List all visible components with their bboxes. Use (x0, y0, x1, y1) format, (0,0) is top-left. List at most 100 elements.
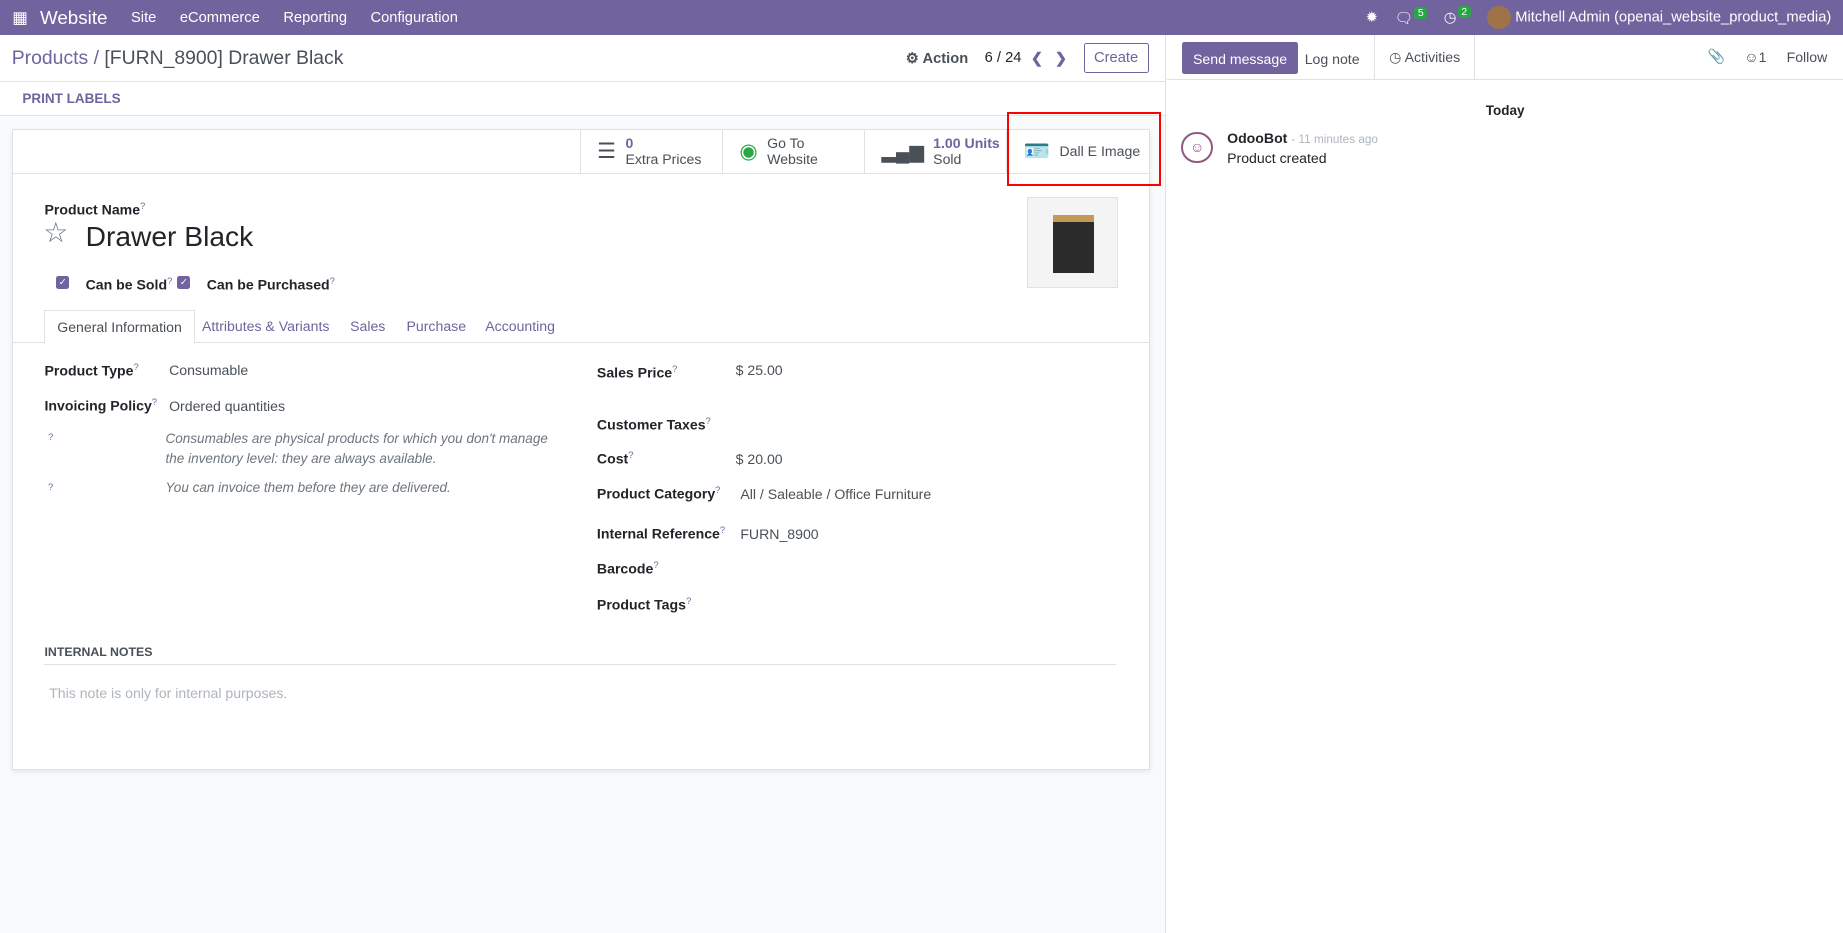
user-icon: ☺ (1744, 49, 1759, 66)
clock-icon: ◷ (1389, 49, 1402, 66)
date-separator: Today (1167, 102, 1843, 119)
go-to-label: Go To (767, 135, 805, 152)
breadcrumb: Products / [FURN_8900] Drawer Black (11, 47, 344, 69)
internal-notes-field[interactable]: This note is only for internal purposes. (49, 685, 288, 702)
internal-notes-heading: INTERNAL NOTES (44, 645, 1117, 665)
message-author: OdooBot (1227, 130, 1288, 147)
invoicing-policy-label: Invoicing Policy? (44, 395, 158, 414)
debug-bug-icon[interactable]: ✹ (1365, 10, 1379, 27)
can-be-sold-checkbox[interactable]: ✓ (56, 276, 70, 289)
invoicing-policy-field[interactable]: Ordered quantities (169, 398, 286, 415)
avatar (1487, 5, 1511, 30)
action-label: Action (922, 50, 969, 67)
cost-field[interactable]: $ 20.00 (735, 451, 783, 468)
form-view: Products / [FURN_8900] Drawer Black ⚙ Ac… (0, 35, 1166, 933)
internal-reference-field[interactable]: FURN_8900 (740, 526, 819, 543)
dall-e-highlight-box (1007, 111, 1162, 186)
product-type-field[interactable]: Consumable (169, 361, 249, 378)
can-be-sold-label: Can be Sold? (85, 274, 173, 293)
invoicing-hint: You can invoice them before they are del… (165, 480, 451, 496)
notebook-tabs: General Information Attributes & Variant… (12, 308, 1149, 345)
dall-e-image-label: Dall E Image (1059, 142, 1141, 159)
list-icon: ☰ (597, 139, 617, 163)
chatter: Send message Log note ◷ Activities 📎 ☺1 … (1167, 35, 1843, 933)
tab-general-information[interactable]: General Information (44, 310, 195, 345)
product-image[interactable] (1027, 197, 1118, 288)
message: OdooBot - 11 minutes ago (1227, 130, 1378, 146)
form-sheet: ☰ 0 Extra Prices ◉ Go To Website ▂▄▆ 1.00 Uni… (11, 129, 1150, 770)
units-sold-button[interactable]: ▂▄▆ 1.00 Units Sold (864, 130, 1006, 173)
user-menu[interactable]: Mitchell Admin (openai_website_product_m… (1487, 5, 1832, 30)
follow-button[interactable]: Follow (1786, 49, 1828, 66)
top-navbar: ▦ Website Site eCommerce Reporting Confi… (0, 0, 1843, 36)
gear-icon: ⚙ (905, 50, 919, 67)
menu-site[interactable]: Site (131, 9, 157, 26)
customer-taxes-label: Customer Taxes? (596, 414, 711, 433)
tab-accounting[interactable]: Accounting (485, 318, 555, 335)
pager-prev-icon[interactable]: ❮ (1030, 50, 1044, 67)
chat-icon: 🗨 (1394, 10, 1414, 27)
activities-badge: 2 (1457, 6, 1471, 19)
pager-value[interactable]: 6 / 24 (984, 50, 1022, 67)
breadcrumb-products[interactable]: Products (11, 47, 89, 69)
paperclip-icon[interactable]: 📎 (1707, 48, 1726, 65)
tab-sales[interactable]: Sales (350, 318, 386, 335)
status-bar: PRINT LABELS (0, 81, 1165, 116)
hint-help-icon: ? (48, 431, 54, 443)
message-body: Product created (1227, 150, 1327, 167)
extra-prices-label: Extra Prices (625, 150, 702, 167)
can-be-purchased-label: Can be Purchased? (206, 274, 335, 293)
log-note-button[interactable]: Log note (1304, 50, 1360, 67)
product-name-field[interactable]: Drawer Black (85, 219, 254, 252)
tab-purchase[interactable]: Purchase (406, 318, 467, 335)
product-category-label: Product Category? (596, 484, 721, 502)
favorite-star-icon[interactable]: ☆ (43, 216, 69, 249)
pager-next-icon[interactable]: ❯ (1054, 50, 1068, 67)
dall-e-image-button[interactable]: 🪪 Dall E Image (1006, 130, 1148, 173)
product-category-field[interactable]: All / Saleable / Office Furniture (740, 486, 932, 503)
create-button[interactable]: Create (1083, 43, 1149, 74)
message-time: - 11 minutes ago (1291, 133, 1378, 147)
odoobot-avatar: ☺ (1181, 131, 1213, 164)
activities-button[interactable]: ◷ 2 (1443, 6, 1471, 27)
website-label: Website (767, 150, 818, 167)
app-brand[interactable]: Website (39, 6, 108, 28)
followers-count: 1 (1758, 49, 1767, 66)
breadcrumb-current: [FURN_8900] Drawer Black (104, 47, 344, 69)
id-card-icon: 🪪 (1023, 139, 1051, 163)
sales-price-label: Sales Price? (596, 363, 678, 381)
units-sold-value: 1.00 Units (933, 135, 1000, 152)
menu-ecommerce[interactable]: eCommerce (179, 9, 260, 26)
product-tags-label: Product Tags? (596, 594, 692, 613)
messages-badge: 5 (1414, 6, 1428, 19)
button-box: ☰ 0 Extra Prices ◉ Go To Website ▂▄▆ 1.00 Uni… (12, 130, 1149, 174)
tab-attributes-variants[interactable]: Attributes & Variants (201, 318, 330, 335)
user-name: Mitchell Admin (openai_website_product_m… (1515, 9, 1832, 26)
messages-button[interactable]: 🗨 5 (1394, 6, 1428, 27)
followers-button[interactable]: ☺1 (1744, 49, 1766, 65)
go-to-website-button[interactable]: ◉ Go To Website (721, 130, 864, 173)
cost-label: Cost? (596, 448, 634, 467)
hint-help-icon: ? (48, 480, 54, 492)
activities-button[interactable]: ◷ Activities (1374, 35, 1476, 80)
globe-icon: ◉ (739, 139, 758, 163)
product-name-label: Product Name? (44, 199, 146, 218)
send-message-button[interactable]: Send message (1182, 42, 1298, 75)
units-sold-label: Sold (933, 150, 962, 167)
clock-icon: ◷ (1443, 10, 1457, 27)
extra-prices-value: 0 (625, 135, 634, 152)
can-be-purchased-checkbox[interactable]: ✓ (177, 276, 191, 289)
internal-reference-label: Internal Reference? (596, 524, 726, 542)
product-type-label: Product Type? (44, 360, 139, 379)
menu-reporting[interactable]: Reporting (283, 9, 348, 26)
control-panel: Products / [FURN_8900] Drawer Black ⚙ Ac… (0, 35, 1165, 117)
barcode-label: Barcode? (596, 559, 659, 577)
product-type-hint: Consumables are physical products for wh… (165, 430, 548, 466)
menu-configuration[interactable]: Configuration (370, 9, 458, 26)
bar-chart-icon: ▂▄▆ (881, 140, 924, 162)
extra-prices-button[interactable]: ☰ 0 Extra Prices (579, 130, 722, 173)
action-button[interactable]: ⚙ Action (906, 50, 968, 67)
print-labels-button[interactable]: PRINT LABELS (22, 91, 121, 107)
apps-grid-icon[interactable]: ▦ (12, 8, 28, 27)
sales-price-field[interactable]: $ 25.00 (735, 361, 783, 378)
